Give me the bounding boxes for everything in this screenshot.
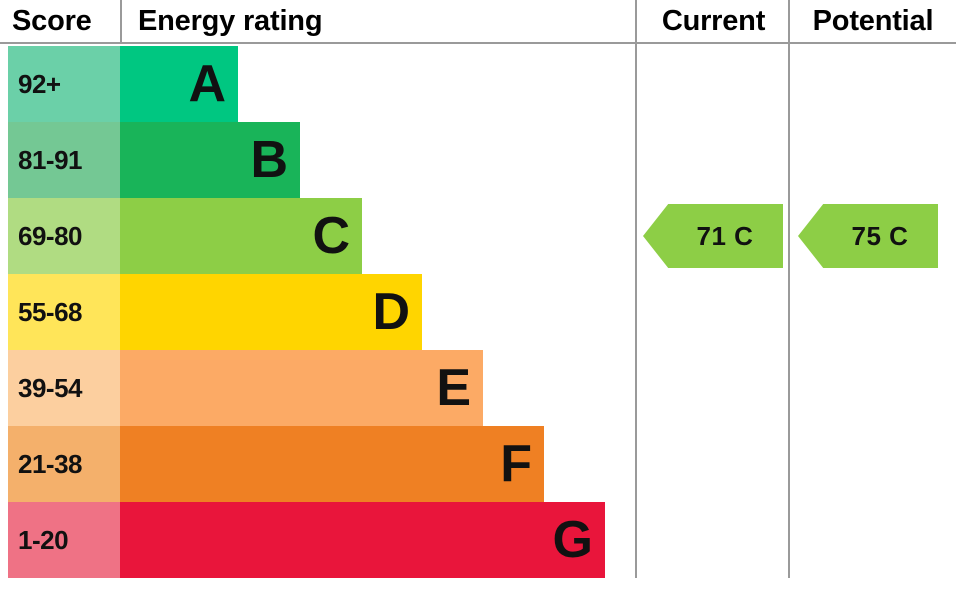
divider-score-energy [120,0,122,44]
rating-band-bar: D [120,274,422,350]
potential-rating-arrow: 75 C [798,204,938,268]
score-range-cell: 21-38 [8,426,120,502]
rating-row: 1-20 G [0,502,635,578]
table-header: Score Energy rating Current Potential [0,0,956,44]
divider-current-potential [788,0,790,578]
rating-band-letter: D [372,283,410,341]
header-score: Score [12,4,92,37]
rating-band-bar: G [120,502,605,578]
rating-row: 39-54 E [0,350,635,426]
rating-row: 55-68 D [0,274,635,350]
potential-rating-label: 75 C [851,220,909,251]
rating-row: 81-91 B [0,122,635,198]
rating-band-bar: B [120,122,300,198]
rating-row: 21-38 F [0,426,635,502]
rating-band-bar: E [120,350,483,426]
score-range-cell: 1-20 [8,502,120,578]
score-range-cell: 69-80 [8,198,120,274]
header-current: Current [661,4,766,37]
rating-band-letter: A [188,55,226,113]
header-energy-rating: Energy rating [138,4,323,37]
divider-energy-current [635,0,637,578]
rating-band-letter: G [552,511,593,569]
rating-band-letter: F [500,435,532,493]
rating-row: 69-80 C [0,198,635,274]
rating-band-letter: E [436,359,471,417]
current-rating-label: 71 C [696,220,754,251]
rating-row: 92+ A [0,46,635,122]
rating-band-bar: C [120,198,362,274]
header-potential: Potential [812,4,934,37]
score-range-cell: 92+ [8,46,120,122]
score-range-cell: 55-68 [8,274,120,350]
current-rating-arrow: 71 C [643,204,783,268]
score-range-cell: 39-54 [8,350,120,426]
rating-band-bar: F [120,426,544,502]
rating-band-letter: C [312,207,350,265]
rating-band-bar: A [120,46,238,122]
rating-band-rows: 92+ A 81-91 B 69-80 C 55-68 D 39-54 E 21-38 F 1-20 G [0,46,635,578]
rating-band-letter: B [250,131,288,189]
score-range-cell: 81-91 [8,122,120,198]
